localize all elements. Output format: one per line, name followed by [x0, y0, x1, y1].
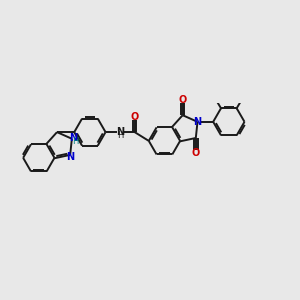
- Text: O: O: [178, 95, 187, 105]
- Text: H: H: [117, 131, 124, 140]
- Text: O: O: [192, 148, 200, 158]
- Text: N: N: [66, 152, 74, 162]
- Text: N: N: [69, 134, 77, 143]
- Text: O: O: [130, 112, 139, 122]
- Text: N: N: [116, 127, 124, 137]
- Text: H: H: [72, 137, 79, 146]
- Text: N: N: [194, 117, 202, 127]
